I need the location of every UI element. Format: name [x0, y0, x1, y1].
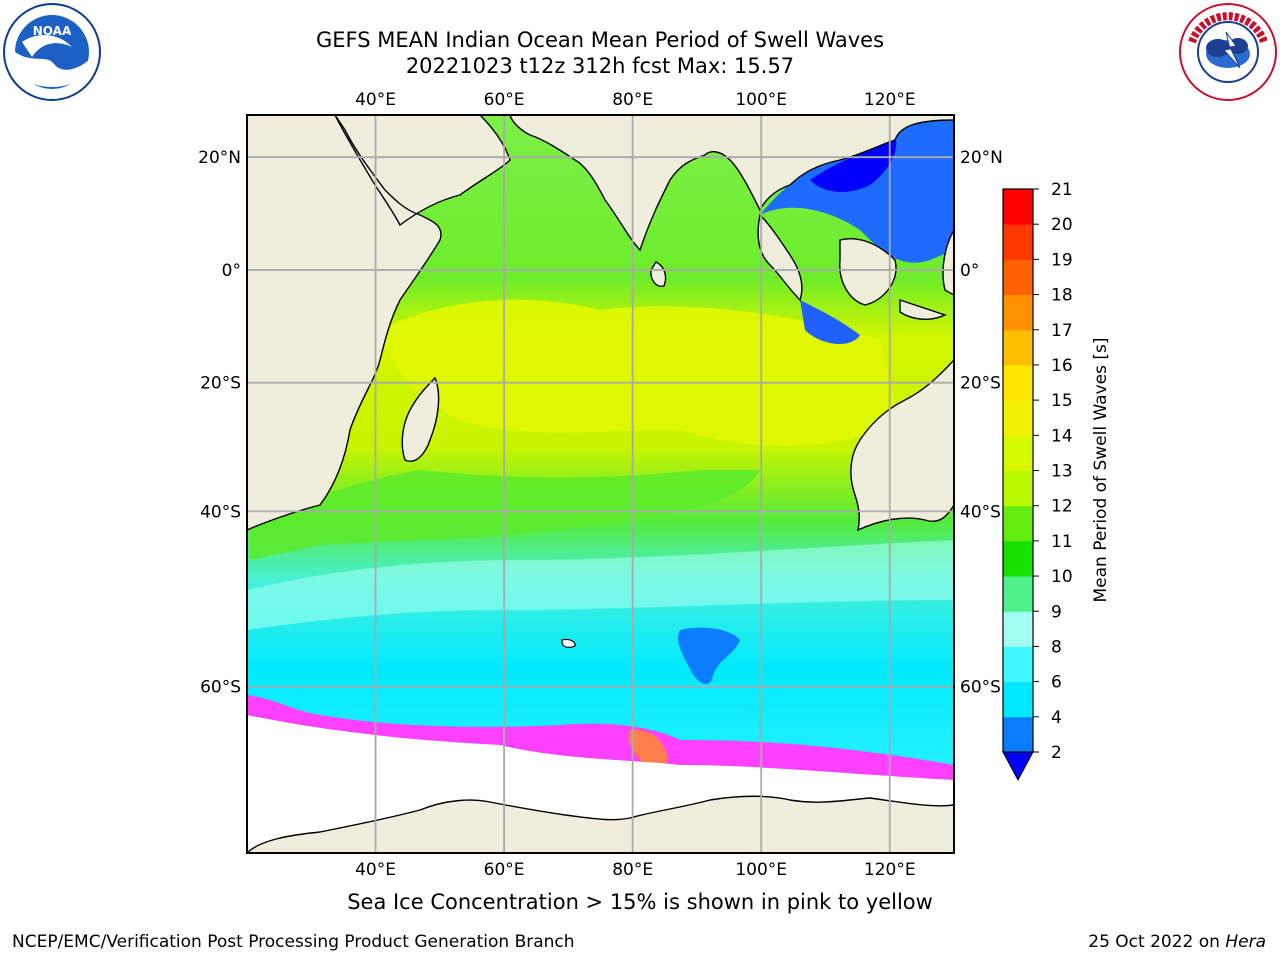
- lon-label-top: 80°E: [612, 90, 653, 110]
- colorbar-segment: [1003, 470, 1033, 507]
- lat-label-right: 40°S: [960, 502, 1001, 522]
- colorbar-tick-label: 12: [1051, 497, 1073, 517]
- lon-label-top: 100°E: [735, 90, 787, 110]
- lon-label-bottom: 60°E: [484, 860, 525, 880]
- swell-14s-region: [380, 299, 900, 447]
- colorbar-segment: [1003, 259, 1033, 296]
- colorbar-tick-label: 21: [1051, 180, 1073, 200]
- colorbar-segment: [1003, 400, 1033, 436]
- footer-timestamp: 25 Oct 2022 on Hera: [1088, 932, 1266, 952]
- map-subtitle: 20221023 t12z 312h fcst Max: 15.57: [405, 54, 795, 78]
- colorbar-tick-label: 8: [1051, 637, 1062, 657]
- lat-label-left: 20°S: [200, 374, 241, 394]
- colorbar-segment: [1003, 364, 1033, 401]
- lat-label-left: 60°S: [200, 678, 241, 698]
- lat-label-left: 0°: [222, 261, 241, 281]
- lon-label-bottom: 80°E: [612, 860, 653, 880]
- colorbar-tick-label: 9: [1051, 602, 1062, 622]
- lon-label-bottom: 100°E: [735, 860, 787, 880]
- colorbar-segment: [1003, 505, 1033, 542]
- colorbar-segment: [1003, 716, 1033, 753]
- lat-label-right: 60°S: [960, 678, 1001, 698]
- colorbar-segment: [1003, 646, 1033, 683]
- lat-label-left: 40°S: [200, 502, 241, 522]
- noaa-logo: NOAA: [3, 3, 101, 101]
- swell-9s-region: [247, 540, 954, 630]
- colorbar-tick-label: 17: [1051, 321, 1073, 341]
- map-title: GEFS MEAN Indian Ocean Mean Period of Sw…: [315, 28, 885, 52]
- land-sri-lanka: [650, 261, 667, 287]
- colorbar-tick-label: 20: [1051, 215, 1073, 235]
- footer-date: 25 Oct 2022 on: [1088, 932, 1220, 952]
- noaa-logo-text: NOAA: [33, 24, 72, 38]
- land-antarctica: [247, 795, 954, 853]
- lon-label-top: 60°E: [484, 90, 525, 110]
- colorbar-segment: [1003, 329, 1033, 366]
- graticule: [247, 115, 954, 853]
- colorbar-tick-label: 15: [1051, 391, 1073, 411]
- colorbar-tick-label: 11: [1051, 532, 1073, 552]
- land-africa: [247, 115, 511, 531]
- lat-label-right: 20°N: [960, 148, 1003, 168]
- colorbar-segment: [1003, 540, 1033, 577]
- colorbar-tick-label: 2: [1051, 743, 1062, 763]
- lon-label-top: 120°E: [864, 90, 916, 110]
- colorbar-segment: [1003, 224, 1033, 260]
- colorbar-label: Mean Period of Swell Waves [s]: [1091, 338, 1111, 603]
- sea-ice-caption: Sea Ice Concentration > 15% is shown in …: [347, 890, 933, 914]
- axis-tick-labels: 40°E 40°E 60°E 60°E 80°E 80°E 100°E 100°E 120°E 1…: [198, 90, 1003, 880]
- lat-label-right: 0°: [960, 261, 979, 281]
- colorbar-tick-label: 4: [1051, 708, 1062, 728]
- colorbar-segment: [1003, 611, 1033, 647]
- nws-logo: [1179, 3, 1277, 101]
- colorbar-tick-label: 16: [1051, 356, 1073, 376]
- lat-label-left: 20°N: [198, 148, 241, 168]
- lon-label-bottom: 40°E: [355, 860, 396, 880]
- colorbar-tick-label: 19: [1051, 250, 1073, 270]
- lon-label-top: 40°E: [355, 90, 396, 110]
- colorbar-segment: [1003, 681, 1033, 718]
- colorbar-segment: [1003, 189, 1033, 225]
- colorbar-segment: [1003, 576, 1033, 612]
- footer-host: Hera: [1225, 932, 1266, 952]
- sea-ice-edge: [247, 695, 954, 780]
- swell-3s-region-2: [800, 300, 860, 345]
- colorbar-segment: [1003, 294, 1033, 331]
- colorbar-tick-label: 6: [1051, 673, 1062, 693]
- colorbar: 2 4 6 8 9 10 11 12 13 14 15 16 17 18 19 20 21: [1002, 180, 1073, 782]
- colorbar-tick-label: 10: [1051, 567, 1073, 587]
- footer-credit: NCEP/EMC/Verification Post Processing Pr…: [12, 932, 575, 952]
- colorbar-tick-label: 14: [1051, 426, 1073, 446]
- swell-2s-region: [810, 135, 897, 192]
- swell-4s-patch: [677, 627, 740, 685]
- colorbar-extend-triangle: [1002, 751, 1034, 782]
- land-madagascar: [401, 376, 440, 462]
- colorbar-segment: [1003, 435, 1033, 471]
- lon-label-bottom: 120°E: [864, 860, 916, 880]
- colorbar-tick-label: 13: [1051, 462, 1073, 482]
- sea-ice-core: [628, 729, 668, 769]
- land-australia: [850, 358, 954, 532]
- map-frame: [246, 114, 955, 854]
- lat-label-right: 20°S: [960, 374, 1001, 394]
- land-kerguelen: [561, 638, 576, 648]
- colorbar-tick-label: 18: [1051, 286, 1073, 306]
